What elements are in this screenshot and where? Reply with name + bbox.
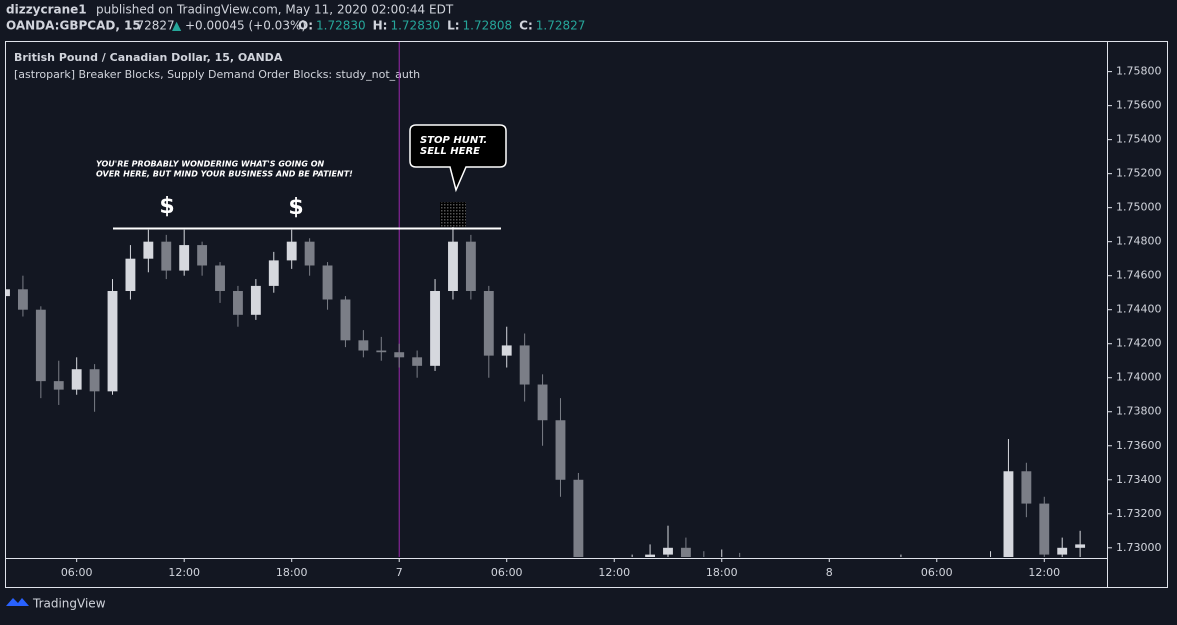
- ohlc-label: C:: [519, 19, 533, 33]
- y-tick-label: 1.73000: [1116, 541, 1162, 554]
- candle-body: [35, 309, 46, 382]
- annotation: YOU'RE PROBABLY WONDERING WHAT'S GOING O…: [96, 160, 325, 169]
- callout-text: SELL HERE: [420, 146, 480, 157]
- candle-body: [161, 241, 172, 271]
- y-tick-label: 1.73400: [1116, 473, 1162, 486]
- candle-body: [89, 369, 100, 392]
- x-tick-label: 12:00: [598, 566, 630, 579]
- y-tick-label: 1.74200: [1116, 337, 1162, 350]
- y-tick-label: 1.75400: [1116, 133, 1162, 146]
- y-tick-label: 1.73600: [1116, 439, 1162, 452]
- ohlc-value: 1.72808: [463, 19, 513, 33]
- last-price: 1.72827: [125, 19, 175, 33]
- candle-body: [1039, 503, 1050, 555]
- y-tick-label: 1.75000: [1116, 201, 1162, 214]
- candle-body: [268, 260, 279, 286]
- candle-body: [663, 547, 673, 555]
- candle-body: [376, 350, 387, 353]
- author: dizzycrane1: [6, 3, 87, 17]
- callout: [409, 124, 507, 193]
- candle-body: [1021, 471, 1032, 504]
- candle-body: [537, 384, 548, 421]
- x-tick-label: 06:00: [921, 566, 953, 579]
- candle-body: [215, 265, 225, 291]
- candle-body: [322, 265, 333, 300]
- y-tick-label: 1.73200: [1116, 507, 1162, 520]
- candle-body: [53, 381, 64, 390]
- candle-body: [465, 241, 476, 291]
- published: published on TradingView.com, May 11, 20…: [96, 3, 454, 17]
- candle-body: [358, 340, 369, 351]
- x-tick-label: 18:00: [276, 566, 308, 579]
- y-tick-label: 1.73800: [1116, 405, 1162, 418]
- callout-text: STOP HUNT.: [420, 135, 487, 146]
- ohlc-label: H:: [373, 19, 388, 33]
- candle-body: [430, 290, 440, 366]
- y-tick-label: 1.74600: [1116, 269, 1162, 282]
- arrow: ▲: [172, 19, 182, 33]
- candle-body: [448, 241, 458, 291]
- chart-subtitle: [astropark] Breaker Blocks, Supply Deman…: [14, 68, 420, 81]
- candle-body: [286, 241, 297, 261]
- ohlc-value: 1.72830: [316, 19, 366, 33]
- candle-body: [250, 285, 261, 315]
- candle-body: [519, 345, 530, 385]
- x-tick-label: 06:00: [61, 566, 93, 579]
- y-tick-label: 1.75200: [1116, 167, 1162, 180]
- candle-body: [573, 479, 584, 557]
- change: +0.00045 (+0.03%): [185, 19, 306, 33]
- candle-body: [107, 290, 118, 392]
- symbol: OANDA:GBPCAD, 15: [6, 19, 141, 33]
- x-tick-label: 8: [826, 566, 833, 579]
- x-tick-label: 18:00: [706, 566, 738, 579]
- y-tick-label: 1.74000: [1116, 371, 1162, 384]
- candle-body: [1075, 544, 1086, 548]
- y-tick-label: 1.74800: [1116, 235, 1162, 248]
- order-block: [440, 202, 466, 227]
- annotation: OVER HERE, BUT MIND YOUR BUSINESS AND BE…: [96, 170, 353, 179]
- candle-body: [555, 420, 566, 480]
- dollar-sign: $: [159, 194, 174, 219]
- candle-body: [17, 289, 28, 310]
- y-tick-label: 1.75800: [1116, 65, 1162, 78]
- candle-body: [304, 241, 315, 266]
- y-tick-label: 1.75600: [1116, 99, 1162, 112]
- candle-body: [1057, 547, 1068, 555]
- ohlc-value: 1.72827: [536, 19, 586, 33]
- panel-border: [5, 41, 1168, 588]
- ohlc-label: L:: [447, 19, 459, 33]
- x-tick-label: 06:00: [491, 566, 523, 579]
- candle-body: [6, 289, 10, 297]
- candle-body: [501, 345, 512, 356]
- x-tick-label: 12:00: [1028, 566, 1060, 579]
- candle-body: [1003, 471, 1014, 557]
- candle-body: [412, 357, 423, 366]
- ohlc: O: 1.72830 H: 1.72830 L: 1.72808 C: 1.72827: [298, 19, 585, 33]
- ohlc-label: O:: [298, 19, 313, 33]
- logo: [6, 598, 29, 606]
- footer: TradingView: [32, 597, 106, 611]
- candle-body: [645, 554, 656, 557]
- candle-body: [125, 258, 136, 291]
- y-tick-label: 1.74400: [1116, 303, 1162, 316]
- ohlc-value: 1.72830: [390, 19, 440, 33]
- chart-title: British Pound / Canadian Dollar, 15, OAN…: [14, 51, 283, 64]
- x-tick-label: 7: [396, 566, 403, 579]
- candle-body: [340, 299, 351, 341]
- dollar-sign: $: [288, 195, 303, 220]
- candle-body: [143, 241, 154, 259]
- candle-body: [680, 547, 691, 557]
- x-tick-label: 12:00: [168, 566, 200, 579]
- candle-body: [483, 290, 494, 356]
- candle-body: [71, 369, 82, 390]
- plot: [6, 42, 1086, 557]
- candle-body: [197, 245, 208, 266]
- candle-body: [233, 290, 243, 315]
- candle-body: [179, 245, 190, 271]
- candle-body: [394, 352, 405, 358]
